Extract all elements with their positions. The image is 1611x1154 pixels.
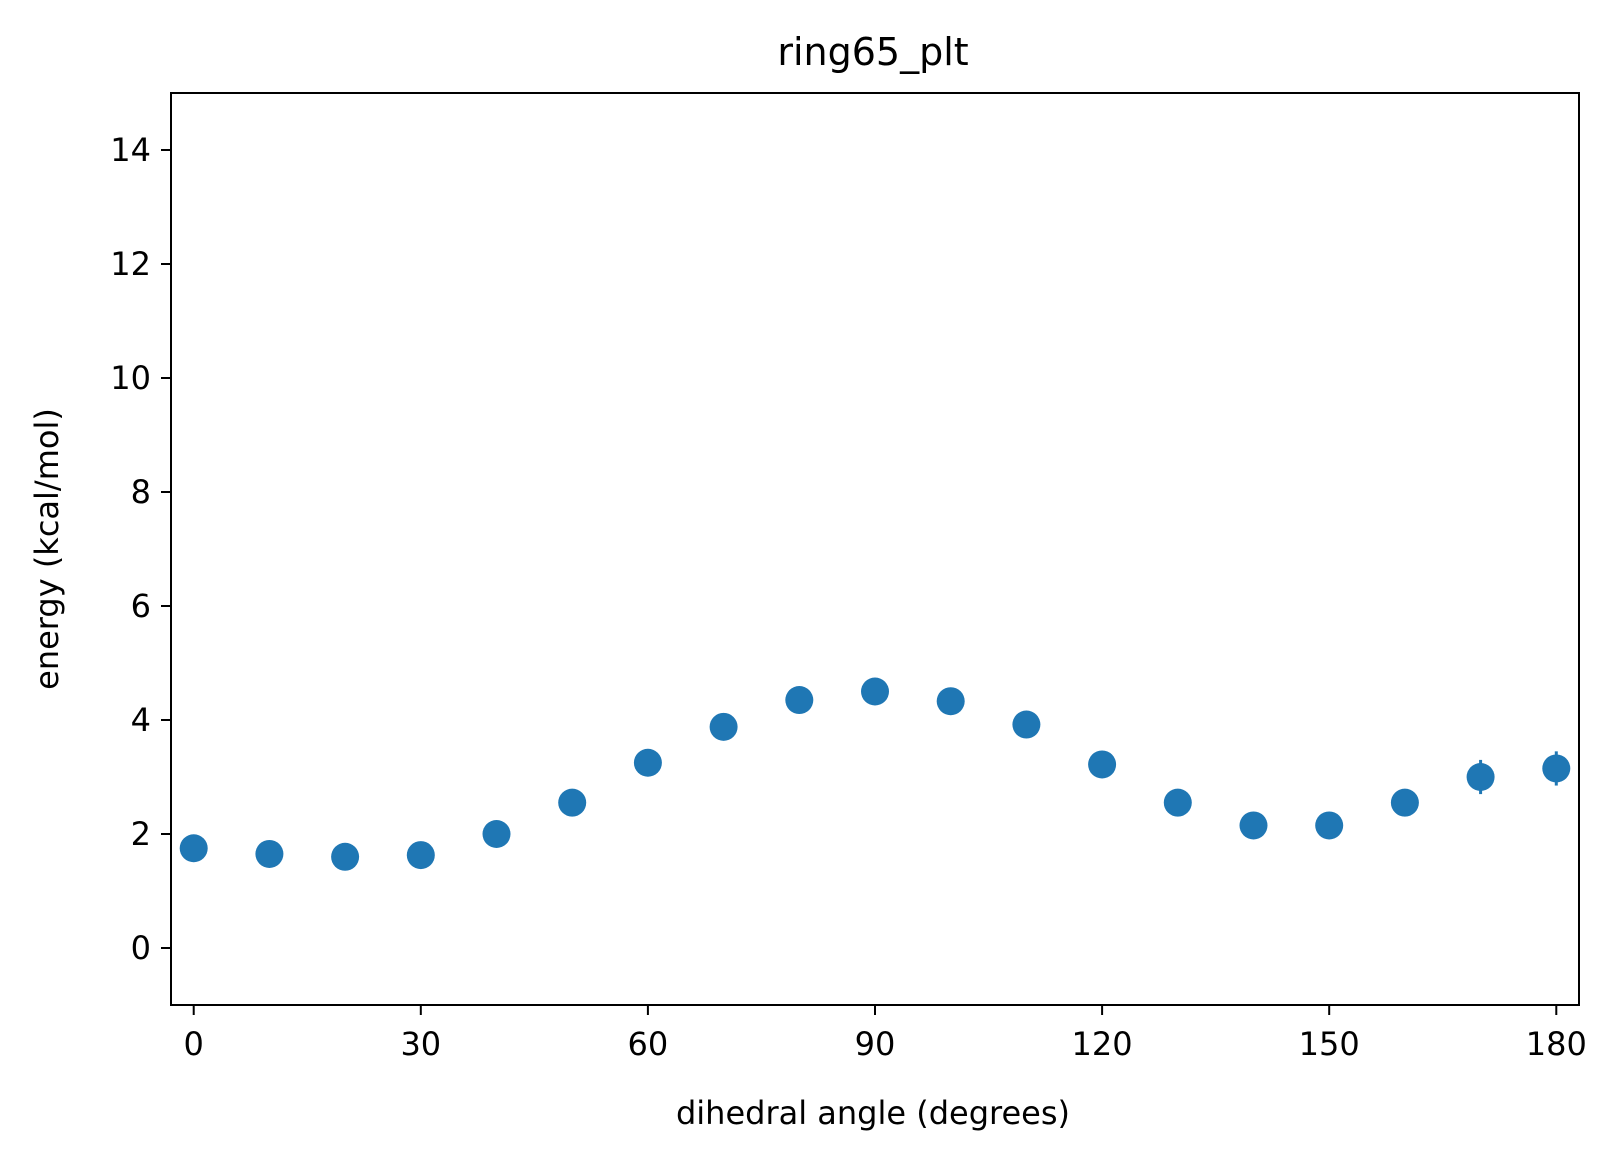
x-tick-label: 0 bbox=[184, 1025, 204, 1063]
x-axis: 0 30 60 90 120 150 180 bbox=[184, 1005, 1587, 1063]
data-point bbox=[179, 834, 208, 863]
data-point bbox=[785, 686, 814, 715]
plot-frame bbox=[170, 92, 1580, 1006]
y-tick-label: 10 bbox=[110, 359, 151, 397]
x-axis-title: dihedral angle (degrees) bbox=[676, 1094, 1070, 1132]
y-tick-label: 4 bbox=[131, 701, 151, 739]
x-tick-label: 60 bbox=[628, 1025, 669, 1063]
data-point bbox=[1088, 750, 1117, 779]
data-point bbox=[1390, 788, 1419, 817]
data-point bbox=[861, 677, 889, 706]
data-point bbox=[936, 687, 965, 716]
data-point bbox=[482, 820, 511, 848]
y-tick-label: 8 bbox=[131, 473, 151, 511]
data-point bbox=[1239, 811, 1268, 840]
y-axis: 0 2 4 6 8 10 12 14 bbox=[110, 131, 171, 967]
y-tick-label: 14 bbox=[110, 131, 151, 169]
data-point bbox=[331, 842, 360, 871]
y-tick-label: 2 bbox=[131, 815, 151, 853]
data-point bbox=[1466, 763, 1495, 791]
data-point bbox=[406, 841, 435, 870]
y-axis-title: energy (kcal/mol) bbox=[28, 408, 66, 690]
data-point bbox=[558, 788, 587, 817]
x-tick-label: 150 bbox=[1299, 1025, 1360, 1063]
data-point bbox=[1542, 754, 1571, 783]
data-point bbox=[1315, 811, 1344, 840]
y-tick-label: 12 bbox=[110, 245, 151, 283]
data-point bbox=[255, 839, 284, 868]
data-point bbox=[1163, 788, 1192, 817]
y-tick-label: 6 bbox=[131, 587, 151, 625]
x-tick-label: 180 bbox=[1526, 1025, 1587, 1063]
data-point bbox=[633, 748, 662, 777]
data-point bbox=[1012, 710, 1041, 739]
chart-title: ring65_plt bbox=[777, 30, 968, 74]
x-tick-label: 120 bbox=[1072, 1025, 1133, 1063]
data-point bbox=[709, 712, 738, 741]
plot-marks bbox=[179, 677, 1571, 871]
x-tick-label: 30 bbox=[400, 1025, 441, 1063]
y-tick-label: 0 bbox=[131, 929, 151, 967]
x-tick-label: 90 bbox=[855, 1025, 896, 1063]
